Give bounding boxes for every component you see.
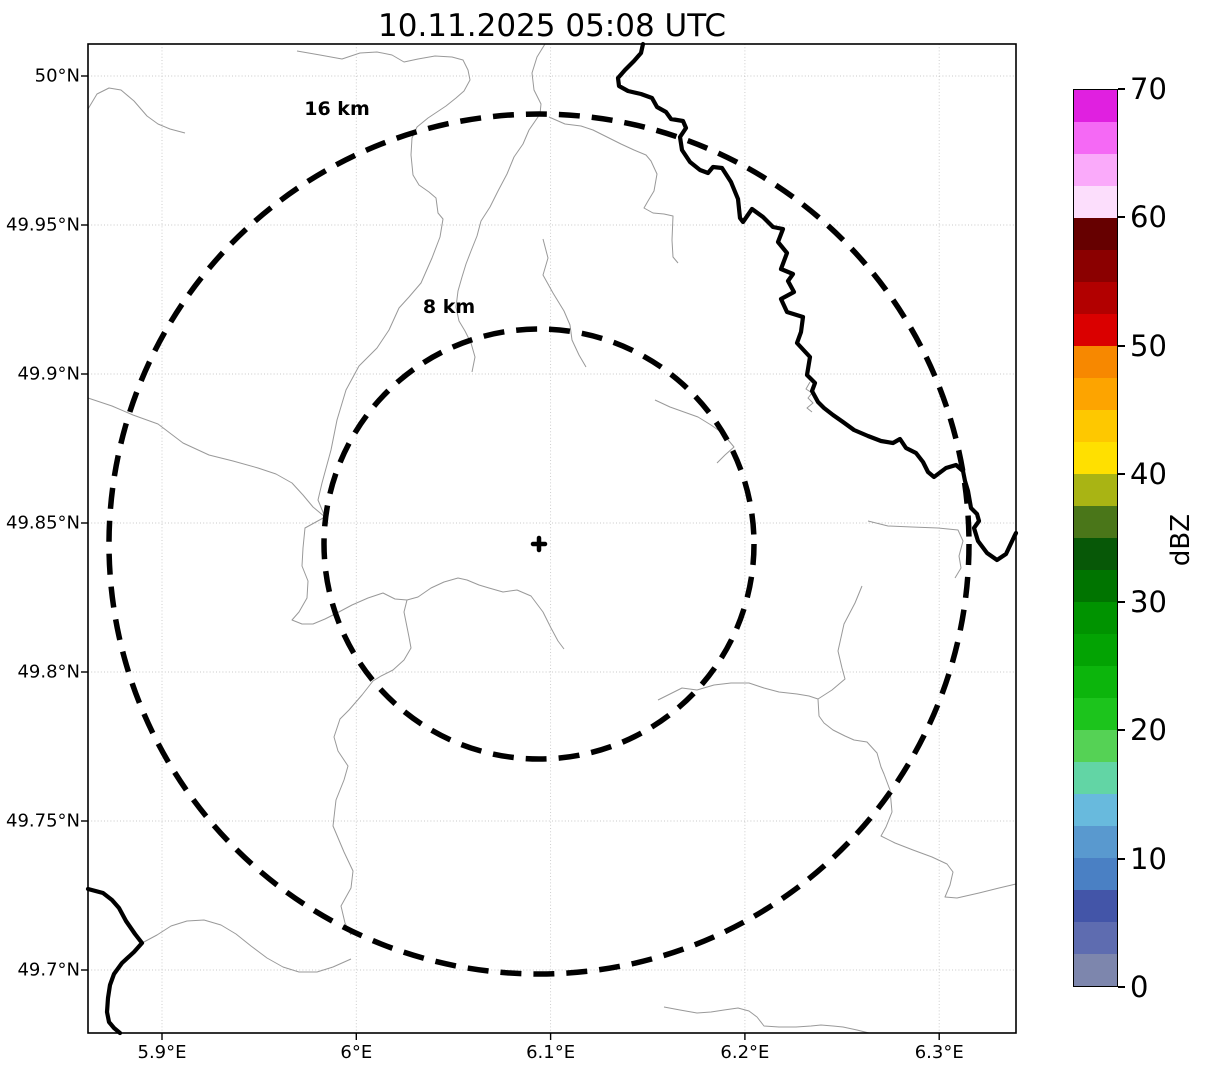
colorbar-segment [1074,345,1117,378]
colorbar-tick-label: 0 [1130,970,1149,1004]
x-axis-tick-label: 5.9°E [137,1042,187,1063]
colorbar-segment [1074,825,1117,858]
range-ring-label-16km: 16 km [304,98,370,120]
colorbar-tick [1118,472,1125,475]
colorbar-tick [1118,88,1125,90]
colorbar-title: dBZ [1166,513,1196,567]
country-border-line-southwest [85,886,145,1036]
y-axis-tick-label: 49.85°N [6,512,80,534]
colorbar-segment [1074,377,1117,410]
colorbar-segment [1074,185,1117,218]
colorbar-segment [1074,953,1117,986]
country-border-line-east [615,41,1019,563]
x-axis-tick-label: 6.3°E [914,1042,964,1063]
colorbar-tick [1118,344,1125,347]
admin-boundary-line [332,599,412,936]
admin-boundary-line [87,397,565,650]
admin-boundary-line [141,919,352,973]
grid-lines [88,44,1016,1033]
colorbar-tick-label: 10 [1130,841,1167,876]
colorbar-segment [1074,697,1117,730]
y-axis-tick-label: 49.7°N [17,959,80,981]
colorbar-tick-label: 60 [1130,200,1167,235]
colorbar-segment [1074,473,1117,506]
colorbar-segment [1074,409,1117,442]
colorbar-segment [1074,921,1117,954]
colorbar-segment [1074,633,1117,666]
colorbar-segment [1074,761,1117,794]
colorbar-tick [1118,729,1125,732]
colorbar-tick [1118,601,1125,604]
plot-frame [87,43,1017,1034]
admin-boundary-line [867,520,964,579]
colorbar-segment [1074,537,1117,570]
colorbar-tick-label: 70 [1130,72,1167,106]
colorbar-segment [1074,505,1117,538]
colorbar-segment [1074,665,1117,698]
colorbar-tick [1118,986,1125,988]
colorbar-segment [1074,121,1117,154]
colorbar-segment [1074,281,1117,314]
colorbar-segment [1074,729,1117,762]
y-axis-tick-label: 50°N [34,65,80,87]
colorbar-segment [1074,569,1117,602]
x-axis-tick-label: 6.2°E [720,1042,770,1063]
admin-boundary-line [805,381,814,413]
range-ring-16km [106,111,972,977]
colorbar [1073,89,1118,987]
admin-boundary-line [87,87,186,134]
admin-boundary-line [657,682,1017,899]
colorbar-segment [1074,153,1117,186]
range-ring-8km [321,326,757,762]
colorbar-segment [1074,889,1117,922]
colorbar-segment [1074,857,1117,890]
admin-boundary-line [548,116,679,264]
colorbar-segment [1074,441,1117,474]
colorbar-segment [1074,217,1117,250]
colorbar-tick [1118,857,1125,860]
range-ring-label-8km: 8 km [422,296,476,318]
colorbar-segment [1074,249,1117,282]
colorbar-segment [1074,89,1117,122]
admin-boundaries [87,43,1017,1034]
x-axis-tick-label: 6°E [340,1042,373,1063]
radar-center-marker [530,535,548,553]
y-axis-tick-label: 49.95°N [6,214,80,236]
axis-ticks [81,75,940,1040]
colorbar-segment [1074,793,1117,826]
admin-boundary-line [542,238,587,368]
colorbar-tick-label: 50 [1130,328,1167,363]
x-axis-tick-label: 6.1°E [526,1042,576,1063]
admin-boundary-line [817,585,863,700]
y-axis-tick-label: 49.8°N [17,661,80,683]
y-axis-tick-label: 49.9°N [17,363,80,385]
admin-boundary-line [654,399,735,464]
colorbar-tick-label: 30 [1130,585,1167,620]
colorbar-segment [1074,601,1117,634]
admin-boundary-line [455,43,546,373]
colorbar-tick-label: 40 [1130,456,1167,491]
plot-title: 10.11.2025 05:08 UTC [378,8,726,44]
admin-boundary-line [663,1006,870,1034]
colorbar-tick [1118,216,1125,219]
y-axis-tick-label: 49.75°N [6,810,80,832]
colorbar-segment [1074,313,1117,346]
admin-boundary-line [296,50,471,518]
colorbar-tick-label: 20 [1130,713,1167,748]
